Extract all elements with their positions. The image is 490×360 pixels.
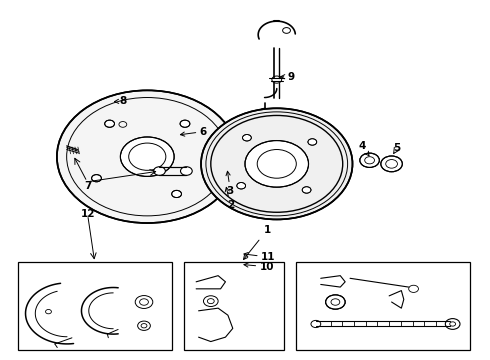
Circle shape <box>360 153 379 167</box>
Circle shape <box>105 120 115 127</box>
Circle shape <box>243 135 251 141</box>
Circle shape <box>172 190 181 198</box>
Text: 1: 1 <box>244 225 270 260</box>
Text: 7: 7 <box>84 181 91 191</box>
Text: 4: 4 <box>359 141 369 156</box>
Circle shape <box>180 120 190 127</box>
Text: 11: 11 <box>244 252 276 262</box>
Text: 3: 3 <box>226 171 234 196</box>
Text: 10: 10 <box>244 262 274 272</box>
Circle shape <box>326 295 345 309</box>
Circle shape <box>180 167 192 175</box>
Text: 6: 6 <box>180 127 207 136</box>
Circle shape <box>302 187 311 193</box>
Circle shape <box>201 108 352 220</box>
Bar <box>18 262 172 350</box>
Text: 9: 9 <box>281 72 295 82</box>
Circle shape <box>308 139 317 145</box>
Bar <box>176 149 191 165</box>
Text: 5: 5 <box>393 143 400 153</box>
Bar <box>296 262 470 350</box>
Circle shape <box>92 175 101 182</box>
Text: 8: 8 <box>115 96 126 106</box>
Bar <box>184 262 284 350</box>
Text: 2: 2 <box>225 187 234 210</box>
Circle shape <box>245 140 309 187</box>
Circle shape <box>381 156 402 172</box>
Circle shape <box>203 142 243 171</box>
Circle shape <box>57 90 238 223</box>
Circle shape <box>154 167 165 175</box>
Circle shape <box>121 137 174 176</box>
Circle shape <box>237 183 245 189</box>
Text: 12: 12 <box>80 209 95 219</box>
